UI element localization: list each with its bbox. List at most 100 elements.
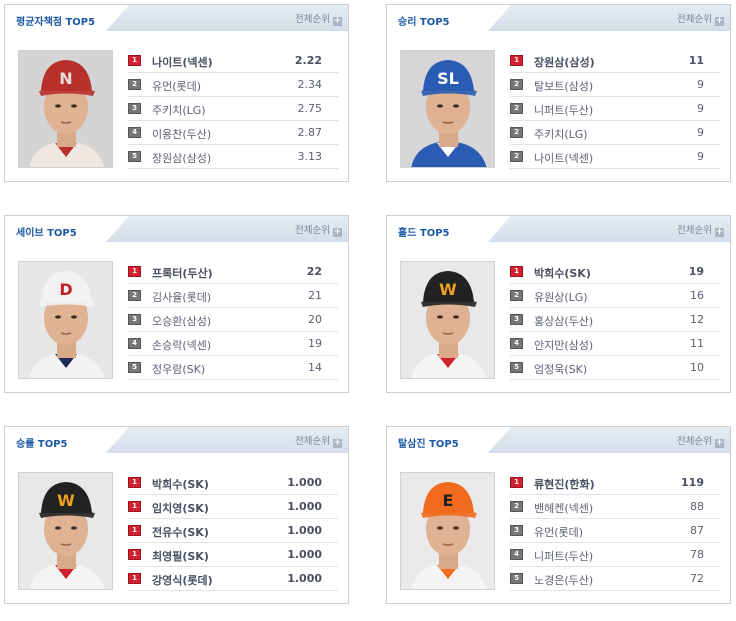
list-item[interactable]: 1 나이트(넥센) 2.22 [128, 49, 338, 73]
view-all-link[interactable]: 전체순위 + [295, 222, 342, 237]
list-item[interactable]: 1 장원삼(삼성) 11 [510, 49, 720, 73]
player-name[interactable]: 주키치(LG) [152, 104, 206, 117]
panel-title: 탈삼진 TOP5 [398, 439, 459, 450]
player-name[interactable]: 나이트(넥센) [152, 56, 213, 69]
svg-text:N: N [59, 69, 72, 88]
player-name[interactable]: 최영필(SK) [152, 550, 209, 563]
list-item[interactable]: 2 니퍼트(두산) 9 [510, 97, 720, 121]
stat-value: 22 [306, 265, 322, 278]
player-name[interactable]: 니퍼트(두산) [534, 550, 594, 563]
list-item[interactable]: 1 임치영(SK) 1.000 [128, 495, 338, 519]
player-name[interactable]: 탈보트(삼성) [534, 80, 594, 93]
player-name[interactable]: 유먼(롯데) [534, 526, 584, 539]
player-name[interactable]: 김사율(롯데) [152, 291, 212, 304]
view-all-label: 전체순위 [295, 225, 330, 236]
list-item[interactable]: 2 밴헤켄(넥센) 88 [510, 495, 720, 519]
view-all-label: 전체순위 [677, 14, 712, 25]
stat-value: 14 [308, 361, 322, 374]
plus-icon: + [333, 438, 342, 448]
panel-title: 세이브 TOP5 [16, 228, 77, 239]
player-name[interactable]: 엄정욱(SK) [534, 363, 588, 376]
player-name[interactable]: 장원삼(삼성) [152, 152, 212, 165]
list-item[interactable]: 4 손승락(넥센) 19 [128, 332, 338, 356]
header-tab [5, 5, 129, 32]
panel-title: 홀드 TOP5 [398, 228, 450, 239]
list-item[interactable]: 1 류현진(한화) 119 [510, 471, 720, 495]
player-name[interactable]: 유원상(LG) [534, 291, 588, 304]
player-name[interactable]: 오승환(삼성) [152, 315, 212, 328]
rank-badge: 2 [510, 501, 523, 512]
rank-badge: 4 [128, 338, 141, 349]
player-name[interactable]: 임치영(SK) [152, 502, 209, 515]
view-all-link[interactable]: 전체순위 + [677, 433, 724, 448]
list-item[interactable]: 3 유먼(롯데) 87 [510, 519, 720, 543]
player-name[interactable]: 정우람(SK) [152, 363, 206, 376]
list-item[interactable]: 5 엄정욱(SK) 10 [510, 356, 720, 380]
list-item[interactable]: 2 김사율(롯데) 21 [128, 284, 338, 308]
list-item[interactable]: 5 노경은(두산) 72 [510, 567, 720, 591]
list-item[interactable]: 1 박희수(SK) 19 [510, 260, 720, 284]
player-photo[interactable]: N [18, 50, 113, 168]
player-name[interactable]: 주키치(LG) [534, 128, 588, 141]
rank-badge: 2 [510, 103, 523, 114]
player-name[interactable]: 안지만(삼성) [534, 339, 594, 352]
stat-value: 1.000 [287, 524, 322, 537]
list-item[interactable]: 1 강영식(롯데) 1.000 [128, 567, 338, 591]
stat-value: 72 [690, 572, 704, 585]
list-item[interactable]: 1 박희수(SK) 1.000 [128, 471, 338, 495]
player-photo[interactable]: W [18, 472, 113, 590]
player-name[interactable]: 노경은(두산) [534, 574, 594, 587]
player-name[interactable]: 손승락(넥센) [152, 339, 212, 352]
rank-badge: 1 [128, 501, 141, 512]
list-item[interactable]: 3 주키치(LG) 2.75 [128, 97, 338, 121]
list-item[interactable]: 3 홍상삼(두산) 12 [510, 308, 720, 332]
view-all-link[interactable]: 전체순위 + [295, 433, 342, 448]
player-name[interactable]: 박희수(SK) [152, 478, 209, 491]
rank-badge: 1 [510, 266, 523, 277]
player-name[interactable]: 나이트(넥센) [534, 152, 594, 165]
view-all-label: 전체순위 [295, 436, 330, 447]
list-item[interactable]: 4 니퍼트(두산) 78 [510, 543, 720, 567]
stat-value: 19 [688, 265, 704, 278]
player-name[interactable]: 니퍼트(두산) [534, 104, 594, 117]
player-name[interactable]: 장원삼(삼성) [534, 56, 595, 69]
player-name[interactable]: 류현진(한화) [534, 478, 595, 491]
rank-badge: 2 [128, 79, 141, 90]
list-item[interactable]: 2 유먼(롯데) 2.34 [128, 73, 338, 97]
player-name[interactable]: 홍상삼(두산) [534, 315, 594, 328]
view-all-link[interactable]: 전체순위 + [677, 11, 724, 26]
player-photo[interactable]: SL [400, 50, 495, 168]
list-item[interactable]: 2 유원상(LG) 16 [510, 284, 720, 308]
list-item[interactable]: 3 오승환(삼성) 20 [128, 308, 338, 332]
view-all-link[interactable]: 전체순위 + [295, 11, 342, 26]
player-photo[interactable]: W [400, 261, 495, 379]
player-photo[interactable]: D [18, 261, 113, 379]
player-name[interactable]: 강영식(롯데) [152, 574, 213, 587]
panel-saves: 세이브 TOP5 전체순위 + D 1 프록터(두산) 22 2 김사율(롯데) … [4, 215, 349, 393]
player-photo[interactable]: E [400, 472, 495, 590]
stat-value: 9 [697, 102, 704, 115]
rank-badge: 5 [510, 362, 523, 373]
list-item[interactable]: 2 탈보트(삼성) 9 [510, 73, 720, 97]
list-item[interactable]: 1 전유수(SK) 1.000 [128, 519, 338, 543]
svg-text:W: W [439, 280, 457, 299]
player-name[interactable]: 전유수(SK) [152, 526, 209, 539]
panel-wins: 승리 TOP5 전체순위 + SL 1 장원삼(삼성) 11 2 탈보트(삼성) … [386, 4, 731, 182]
player-name[interactable]: 프록터(두산) [152, 267, 213, 280]
player-name[interactable]: 박희수(SK) [534, 267, 591, 280]
player-name[interactable]: 밴헤켄(넥센) [534, 502, 594, 515]
list-item[interactable]: 1 최영필(SK) 1.000 [128, 543, 338, 567]
list-item[interactable]: 4 이용찬(두산) 2.87 [128, 121, 338, 145]
player-name[interactable]: 유먼(롯데) [152, 80, 202, 93]
rank-badge: 4 [128, 127, 141, 138]
list-item[interactable]: 2 나이트(넥센) 9 [510, 145, 720, 169]
list-item[interactable]: 5 장원삼(삼성) 3.13 [128, 145, 338, 169]
list-item[interactable]: 1 프록터(두산) 22 [128, 260, 338, 284]
stat-value: 1.000 [287, 572, 322, 585]
panel-title: 승률 TOP5 [16, 439, 68, 450]
player-name[interactable]: 이용찬(두산) [152, 128, 212, 141]
list-item[interactable]: 4 안지만(삼성) 11 [510, 332, 720, 356]
view-all-link[interactable]: 전체순위 + [677, 222, 724, 237]
list-item[interactable]: 2 주키치(LG) 9 [510, 121, 720, 145]
list-item[interactable]: 5 정우람(SK) 14 [128, 356, 338, 380]
